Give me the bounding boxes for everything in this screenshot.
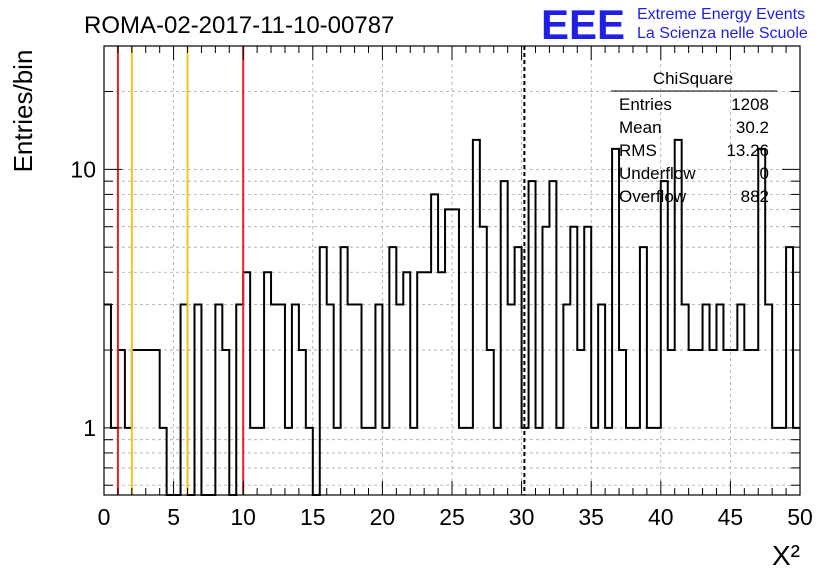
x-tick-label: 20 xyxy=(370,504,396,530)
x-tick-label: 35 xyxy=(578,504,604,530)
eee-logo: EEE xyxy=(541,1,625,48)
x-tick-label: 0 xyxy=(98,504,111,530)
x-tick-labels: 0 5 10 15 20 25 30 35 40 45 50 xyxy=(98,504,813,530)
x-tick-label: 10 xyxy=(230,504,256,530)
stats-box: ChiSquare Entries 1208 Mean 30.2 RMS 13.… xyxy=(611,69,777,206)
x-tick-label: 45 xyxy=(718,504,744,530)
stats-label-rms: RMS xyxy=(619,141,657,160)
logo-line-2: La Scienza nelle Scuole xyxy=(637,25,808,42)
x-axis-title: X² xyxy=(772,540,800,571)
y-tick-label: 1 xyxy=(83,415,96,441)
stats-label-mean: Mean xyxy=(619,118,662,137)
stats-label-underflow: Underflow xyxy=(619,164,696,183)
stats-value-mean: 30.2 xyxy=(736,118,769,137)
x-tick-label: 5 xyxy=(167,504,180,530)
x-tick-label: 30 xyxy=(509,504,535,530)
y-tick-labels: 1 10 xyxy=(70,156,96,441)
x-tick-label: 25 xyxy=(439,504,465,530)
y-tick-label: 10 xyxy=(70,156,96,182)
stats-label-overflow: Overflow xyxy=(619,187,687,206)
x-tick-label: 50 xyxy=(787,504,813,530)
stats-value-rms: 13.26 xyxy=(726,141,769,160)
stats-title: ChiSquare xyxy=(653,69,733,88)
x-tick-label: 15 xyxy=(300,504,326,530)
histogram-outline xyxy=(104,138,800,496)
stats-value-entries: 1208 xyxy=(731,95,769,114)
run-title: ROMA-02-2017-11-10-00787 xyxy=(84,12,394,39)
threshold-lines xyxy=(116,46,526,495)
stats-value-underflow: 0 xyxy=(760,164,769,183)
y-axis-title: Entries/bin xyxy=(8,50,38,173)
x-tick-label: 40 xyxy=(648,504,674,530)
stats-value-overflow: 882 xyxy=(741,187,769,206)
logo-line-1: Extreme Energy Events xyxy=(637,6,805,23)
histogram-bins xyxy=(104,138,800,496)
grid xyxy=(104,46,800,495)
axis-ticks xyxy=(103,46,801,495)
stats-label-entries: Entries xyxy=(619,95,672,114)
